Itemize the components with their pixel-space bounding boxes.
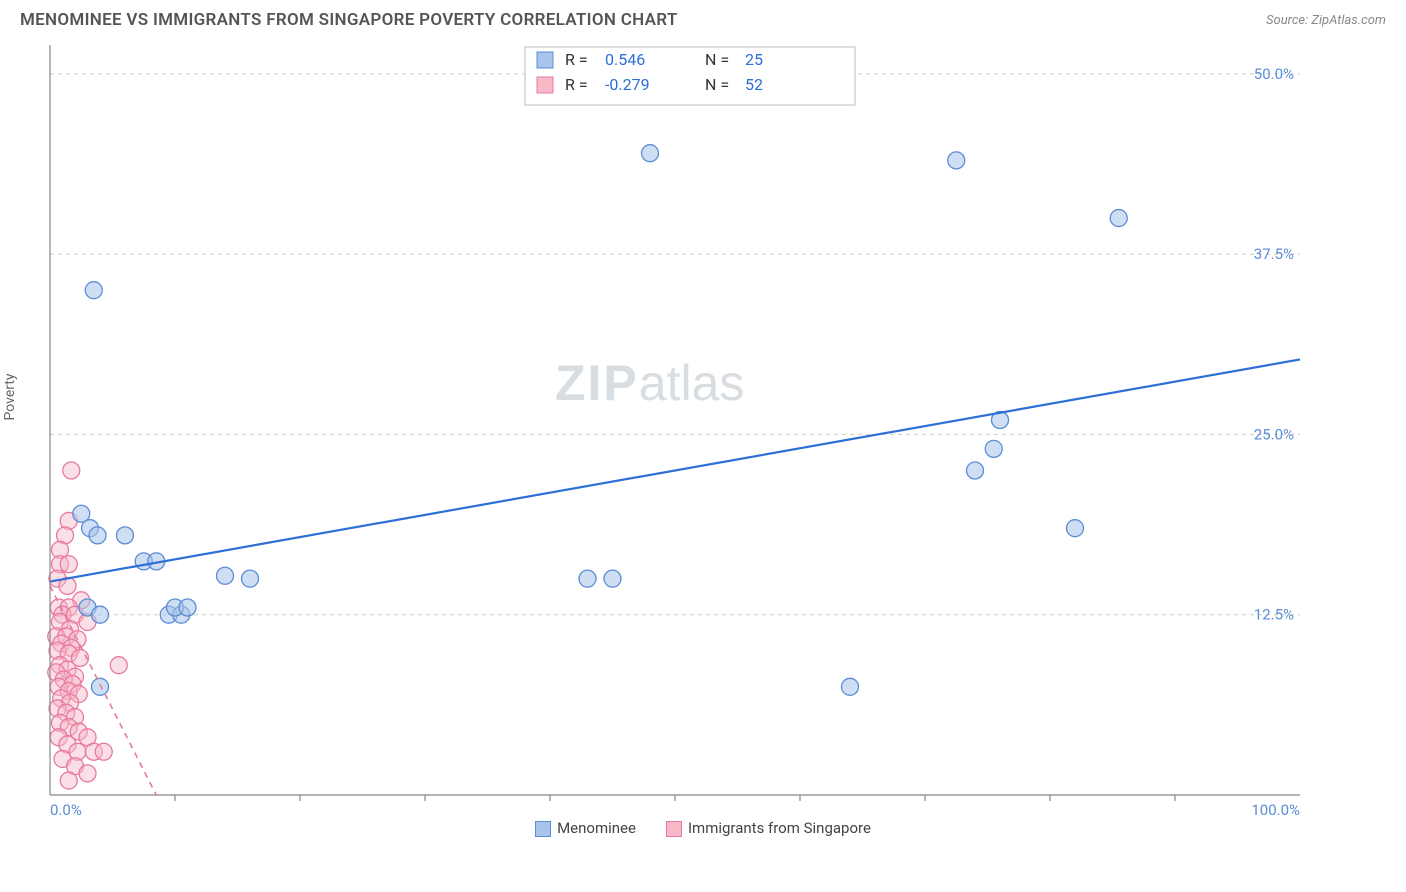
legend-n-value: 25 [745, 50, 763, 69]
legend-r-label: R = [565, 75, 588, 94]
chart-container: Poverty 12.5%25.0%37.5%50.0%ZIPatlas0.0%… [20, 35, 1386, 837]
scatter-plot: 12.5% 25.0% 37.5% 50.0% ZIPatlas 0.0% 100.0% R … [20, 35, 1350, 815]
legend-swatch [537, 77, 553, 93]
source-attribution: Source: ZipAtlas.com [1266, 13, 1386, 28]
data-point [1067, 520, 1084, 537]
legend-swatch [535, 821, 551, 837]
y-tick-label: 37.5% [1254, 245, 1294, 263]
legend-n-label: N = [705, 75, 729, 94]
data-point [642, 145, 659, 162]
data-point [63, 462, 80, 479]
y-tick-label: 25.0% [1254, 425, 1294, 443]
data-point [92, 606, 109, 623]
legend-item: Immigrants from Singapore [666, 819, 871, 837]
page-title: MENOMINEE VS IMMIGRANTS FROM SINGAPORE P… [20, 10, 678, 30]
y-axis-label: Poverty [2, 373, 18, 420]
legend-bottom: Menominee Immigrants from Singapore [20, 819, 1386, 837]
data-point [79, 765, 96, 782]
data-point [92, 678, 109, 695]
data-point [110, 657, 127, 674]
legend-n-value: 52 [745, 75, 763, 94]
y-tick-label: 50.0% [1254, 65, 1294, 83]
data-point [60, 556, 77, 573]
legend-swatch [537, 52, 553, 68]
legend-n-label: N = [705, 50, 729, 69]
legend-r-value: 0.546 [605, 50, 645, 69]
legend-item: Menominee [535, 819, 636, 837]
data-point [179, 599, 196, 616]
data-point [1110, 210, 1127, 227]
y-tick-label: 12.5% [1254, 606, 1294, 624]
data-point [95, 743, 112, 760]
data-point [242, 570, 259, 587]
legend-r-value: -0.279 [605, 75, 650, 94]
x-tick-label: 0.0% [50, 801, 82, 815]
data-point [985, 440, 1002, 457]
legend-swatch [666, 821, 682, 837]
data-point [967, 462, 984, 479]
watermark: ZIPatlas [555, 355, 744, 411]
data-point [842, 678, 859, 695]
data-point [948, 152, 965, 169]
data-point [579, 570, 596, 587]
data-point [604, 570, 621, 587]
legend-r-label: R = [565, 50, 588, 69]
data-point [89, 527, 106, 544]
data-point [85, 282, 102, 299]
x-tick-label: 100.0% [1251, 801, 1300, 815]
data-point [217, 567, 234, 584]
data-point [60, 772, 77, 789]
data-point [117, 527, 134, 544]
